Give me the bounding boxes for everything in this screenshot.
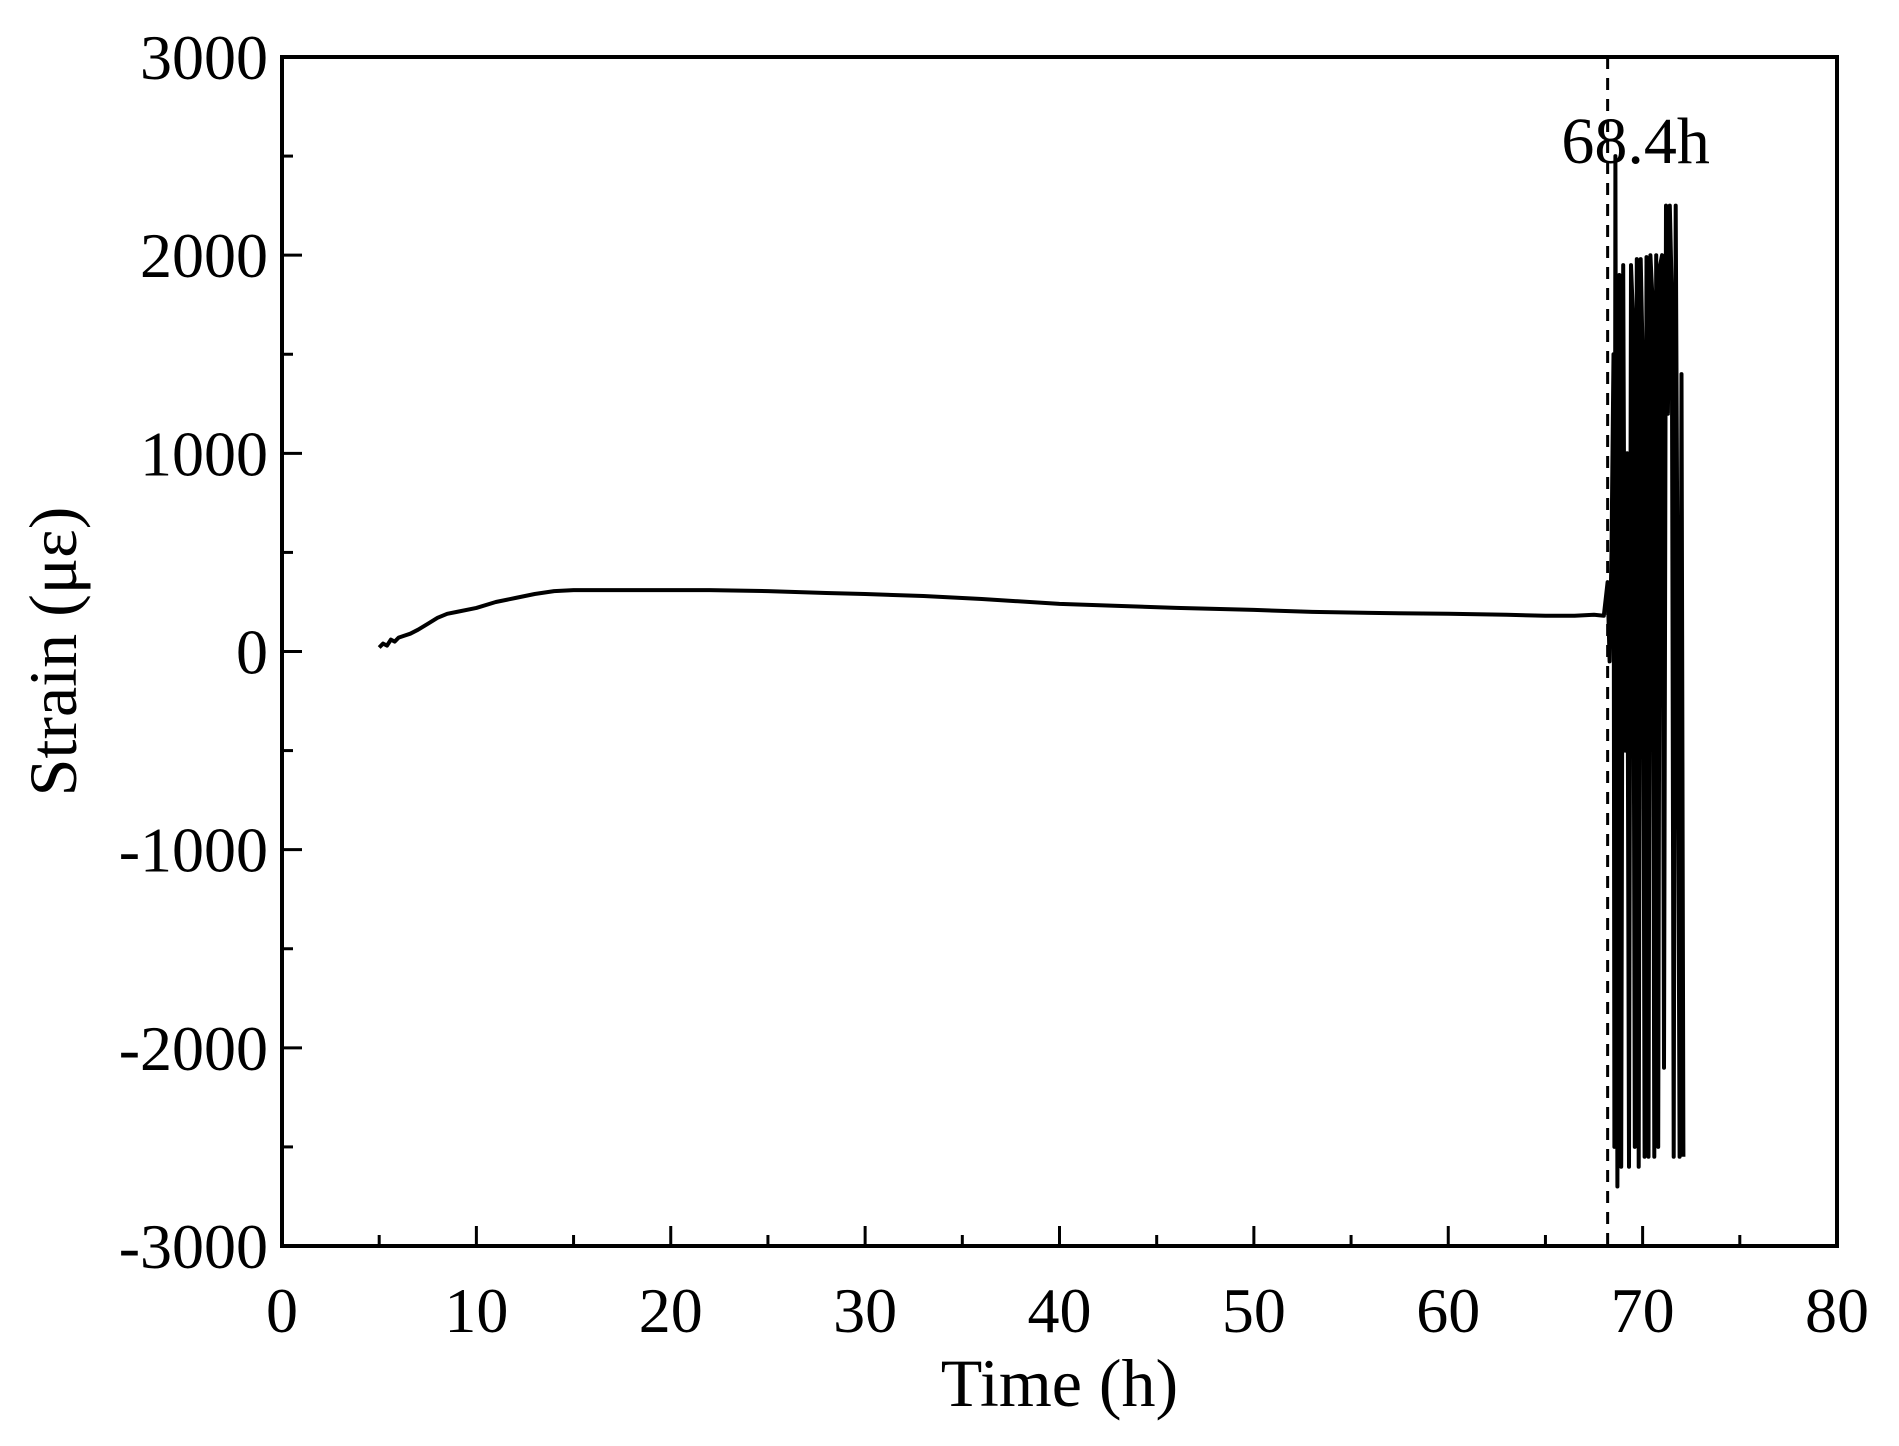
- y-tick-label: 1000: [140, 418, 268, 489]
- x-tick-label: 80: [1805, 1275, 1869, 1346]
- x-tick-label: 50: [1222, 1275, 1286, 1346]
- x-tick-label: 40: [1028, 1275, 1092, 1346]
- x-tick-label: 60: [1416, 1275, 1480, 1346]
- x-tick-label: 0: [266, 1275, 298, 1346]
- x-tick-label: 20: [639, 1275, 703, 1346]
- x-tick-label: 10: [444, 1275, 508, 1346]
- y-axis-title: Strain (με): [15, 507, 91, 797]
- y-tick-label: -3000: [119, 1211, 268, 1282]
- x-tick-label: 70: [1611, 1275, 1675, 1346]
- y-tick-label: 2000: [140, 220, 268, 291]
- annotation-label: 68.4h: [1561, 105, 1710, 178]
- strain-series-line: [377, 154, 1686, 1189]
- ticks-layer: 0 10 20 30 40 50 60 70 80 -3000 -2000 -1000 0 1000 200…: [119, 22, 1869, 1346]
- y-tick-label: -2000: [119, 1013, 268, 1084]
- plot-area-frame: [280, 55, 1839, 1248]
- y-tick-label: 0: [236, 617, 268, 688]
- x-axis-title: Time (h): [941, 1345, 1178, 1421]
- y-tick-label: 3000: [140, 22, 268, 93]
- series-layer: [377, 154, 1686, 1189]
- labels-layer: Time (h) Strain (με) 68.4h: [15, 105, 1710, 1421]
- x-tick-label: 30: [833, 1275, 897, 1346]
- y-tick-label: -1000: [119, 815, 268, 886]
